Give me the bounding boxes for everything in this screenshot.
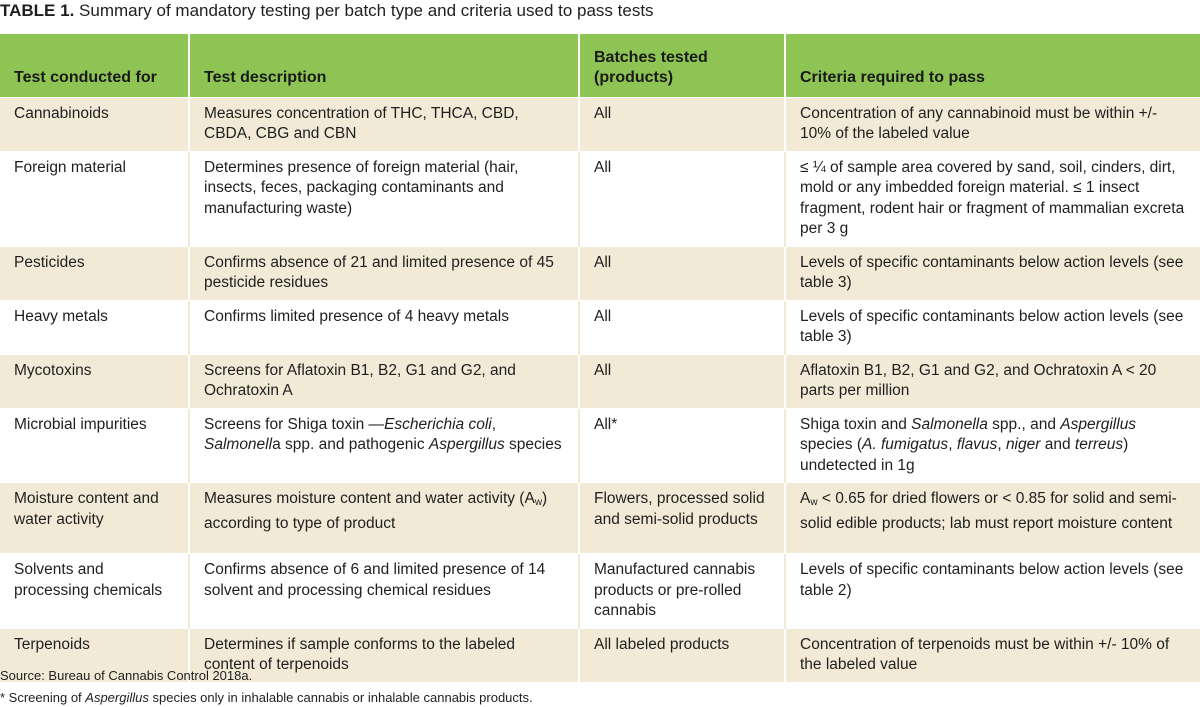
- cell-criteria: Levels of specific contaminants below ac…: [785, 299, 1200, 354]
- table-row: Cannabinoids Measures concentration of T…: [0, 96, 1200, 151]
- table-row: Terpenoids Determines if sample conforms…: [0, 627, 1200, 682]
- cell-criteria: Levels of specific contaminants below ac…: [785, 553, 1200, 628]
- cell-description: Measures moisture content and water acti…: [189, 482, 580, 554]
- cell-description: Confirms absence of 6 and limited presen…: [189, 553, 580, 628]
- cell-batches: All: [579, 299, 786, 354]
- cell-description: Confirms limited presence of 4 heavy met…: [189, 299, 580, 354]
- table-row: Moisture content and water activity Meas…: [0, 482, 1200, 554]
- cell-test: Cannabinoids: [0, 96, 190, 151]
- header-description: Test description: [189, 34, 580, 97]
- cell-test: Solvents and processing chemicals: [0, 553, 190, 628]
- cell-criteria: Levels of specific contaminants below ac…: [785, 245, 1200, 300]
- header-row: Test conducted for Test description Batc…: [0, 34, 1200, 97]
- cell-criteria: ≤ ¼ of sample area covered by sand, soil…: [785, 150, 1200, 246]
- cell-test: Pesticides: [0, 245, 190, 300]
- cell-test: Microbial impurities: [0, 407, 190, 483]
- table-number: TABLE 1.: [0, 1, 75, 20]
- cell-batches: All: [579, 150, 786, 246]
- cell-criteria: Aflatoxin B1, B2, G1 and G2, and Ochrato…: [785, 353, 1200, 408]
- cell-criteria: Aw < 0.65 for dried flowers or < 0.85 fo…: [785, 482, 1200, 554]
- testing-table: Test conducted for Test description Batc…: [0, 34, 1200, 682]
- table-row: Microbial impurities Screens for Shiga t…: [0, 407, 1200, 483]
- cell-description: Determines if sample conforms to the lab…: [189, 627, 580, 682]
- cell-description: Confirms absence of 21 and limited prese…: [189, 245, 580, 300]
- cell-test: Mycotoxins: [0, 353, 190, 408]
- header-criteria: Criteria required to pass: [785, 34, 1200, 97]
- cell-description: Screens for Shiga toxin —Escherichia col…: [189, 407, 580, 483]
- cell-batches: All: [579, 96, 786, 151]
- cell-description: Determines presence of foreign material …: [189, 150, 580, 246]
- cell-batches: All labeled products: [579, 627, 786, 682]
- table-notes: Source: Bureau of Cannabis Control 2018a…: [0, 666, 1200, 707]
- table-caption: TABLE 1. Summary of mandatory testing pe…: [0, 0, 1200, 30]
- footnote: * Screening of Aspergillus species only …: [0, 690, 533, 705]
- cell-description: Measures concentration of THC, THCA, CBD…: [189, 96, 580, 151]
- cell-criteria: Concentration of any cannabinoid must be…: [785, 96, 1200, 151]
- cell-test: Terpenoids: [0, 627, 190, 682]
- cell-test: Foreign material: [0, 150, 190, 246]
- cell-test: Moisture content and water activity: [0, 482, 190, 554]
- table-row: Heavy metals Confirms limited presence o…: [0, 299, 1200, 354]
- cell-batches: Flowers, processed solid and semi-solid …: [579, 482, 786, 554]
- source-note: Source: Bureau of Cannabis Control 2018a…: [0, 668, 253, 683]
- table-row: Foreign material Determines presence of …: [0, 150, 1200, 246]
- cell-description: Screens for Aflatoxin B1, B2, G1 and G2,…: [189, 353, 580, 408]
- table-row: Mycotoxins Screens for Aflatoxin B1, B2,…: [0, 353, 1200, 408]
- table-row: Pesticides Confirms absence of 21 and li…: [0, 245, 1200, 300]
- cell-test: Heavy metals: [0, 299, 190, 354]
- cell-criteria: Shiga toxin and Salmonella spp., and Asp…: [785, 407, 1200, 483]
- cell-criteria: Concentration of terpenoids must be with…: [785, 627, 1200, 682]
- table-title: Summary of mandatory testing per batch t…: [79, 1, 654, 20]
- header-test: Test conducted for: [0, 34, 190, 97]
- cell-batches: Manufactured cannabis products or pre-ro…: [579, 553, 786, 628]
- cell-batches: All: [579, 245, 786, 300]
- cell-batches: All*: [579, 407, 786, 483]
- header-batches: Batches tested (products): [579, 34, 786, 97]
- cell-batches: All: [579, 353, 786, 408]
- table-row: Solvents and processing chemicals Confir…: [0, 553, 1200, 628]
